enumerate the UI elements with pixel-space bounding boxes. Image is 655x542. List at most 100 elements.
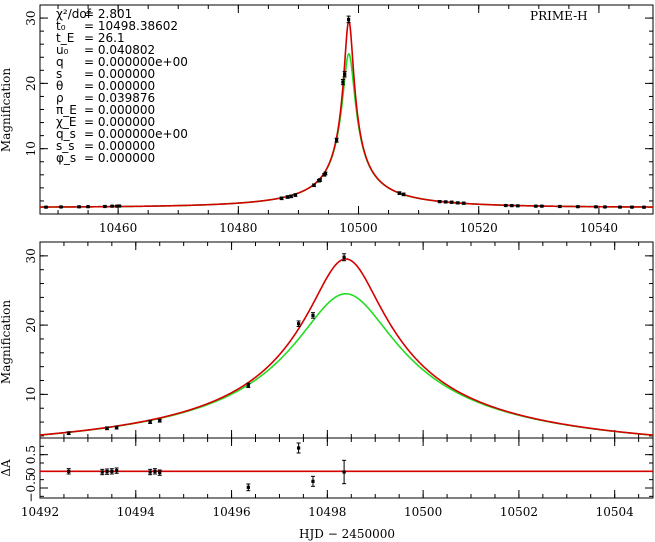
param-name: t₀: [56, 19, 66, 33]
y-tick-label: 10: [24, 387, 38, 402]
data-point: [534, 204, 538, 208]
data-point: [343, 72, 347, 76]
param-value: = 26.1: [84, 31, 125, 45]
finite-source-curve: [40, 19, 654, 208]
y-tick-label: 20: [24, 76, 38, 91]
y-tick-label: 0.5: [24, 445, 38, 464]
data-point: [323, 171, 328, 176]
data-point: [397, 191, 401, 195]
data-point: [67, 469, 71, 473]
param-value: = 0.000000: [84, 103, 155, 117]
y-tick-label: 20: [24, 317, 38, 332]
data-point: [311, 479, 315, 483]
param-value: = 0.000000e+00: [84, 127, 188, 141]
residual-ylabel: ΔA: [0, 459, 13, 477]
telescope-label: PRIME-H: [530, 9, 588, 23]
residual-panel-ticks: 10492 10494 10496 10498 10500 10502 10504−0.50…: [21, 437, 653, 519]
data-point: [158, 419, 162, 423]
param-name: s: [56, 67, 62, 81]
top-panel-curves: [40, 19, 654, 208]
data-point: [318, 178, 322, 182]
y-tick-label: 0: [24, 468, 38, 476]
data-point: [510, 204, 514, 208]
residual-panel: 10492 10494 10496 10498 10500 10502 10504−0.50…: [0, 437, 654, 541]
data-point: [77, 205, 81, 209]
x-tick-label: 10500: [404, 505, 442, 519]
x-tick-label: 10498: [308, 505, 346, 519]
data-point: [286, 195, 290, 199]
data-point: [401, 192, 406, 197]
data-point: [110, 469, 114, 473]
data-point: [603, 205, 607, 209]
data-point: [618, 205, 622, 209]
data-point: [158, 471, 162, 475]
param-name: π_E: [56, 103, 77, 117]
data-point: [342, 470, 346, 474]
residual-panel-points: [66, 442, 347, 492]
data-point: [444, 200, 448, 204]
point-source-curve: [39, 292, 654, 436]
data-point: [110, 204, 114, 208]
data-point: [86, 205, 90, 209]
data-point: [516, 204, 520, 208]
data-point: [246, 383, 250, 387]
data-point: [576, 205, 580, 209]
top-panel: 10460 10480 10500 10520 10540 10 20 30 Magnific…: [0, 4, 654, 235]
param-value: = 2.801: [84, 7, 132, 21]
param-name: φ_s: [56, 151, 76, 165]
data-point: [293, 193, 298, 197]
param-name: q_s: [56, 127, 76, 141]
data-point: [558, 204, 562, 209]
data-point: [103, 204, 107, 209]
data-point: [450, 200, 454, 204]
x-tick-label: 10496: [212, 505, 250, 519]
param-name: s_s: [56, 139, 75, 153]
x-tick-label: 10502: [500, 505, 538, 519]
data-point: [311, 313, 315, 318]
x-tick-label: 10492: [21, 505, 59, 519]
zoom-ylabel: Magnification: [0, 300, 13, 384]
param-name: q: [56, 55, 64, 69]
data-point: [44, 205, 48, 209]
param-name: θ: [56, 79, 63, 93]
zoom-panel-curves: [39, 258, 654, 436]
data-point: [462, 201, 466, 205]
data-point: [289, 194, 293, 198]
zoom-panel-ticks: 10 20 30: [24, 241, 653, 438]
param-value: = 0.040802: [84, 43, 155, 57]
data-point: [297, 322, 301, 326]
top-panel-ticks: 10460 10480 10500 10520 10540 10 20 30: [24, 4, 653, 235]
data-point: [347, 17, 351, 21]
data-point: [456, 201, 460, 205]
data-point: [115, 204, 119, 208]
x-tick-label: 10504: [596, 505, 635, 519]
param-name: ρ: [56, 91, 64, 105]
data-point: [115, 426, 119, 430]
param-value: = 0.000000: [84, 79, 155, 93]
fit-parameters: χ²/dof= 2.801 t₀ = 10498.38602 t_E = 26.1 u₀ =…: [56, 7, 188, 165]
data-point: [341, 80, 345, 84]
data-point: [334, 138, 339, 142]
zoom-panel: 10 20 30 Magnification: [0, 241, 654, 439]
x-tick-label: 10480: [219, 221, 257, 235]
zoom-panel-points: [66, 253, 347, 436]
data-point: [297, 446, 301, 450]
x-tick-label: 10500: [339, 221, 377, 235]
data-point: [153, 469, 157, 473]
data-point: [642, 205, 646, 209]
top-ylabel: Magnification: [0, 68, 13, 152]
top-panel-points: [44, 15, 646, 209]
data-point: [342, 255, 346, 259]
param-value: = 0.039876: [84, 91, 155, 105]
param-value: = 0.000000: [84, 139, 155, 153]
y-tick-label: 30: [24, 10, 38, 25]
x-axis-label: HJD − 2450000: [299, 527, 395, 541]
param-name: u₀: [56, 43, 69, 57]
x-tick-label: 10494: [117, 505, 156, 519]
data-point: [100, 470, 104, 474]
data-point: [115, 469, 119, 473]
x-tick-label: 10520: [460, 221, 498, 235]
finite-source-curve: [39, 258, 654, 436]
param-name: χ²/dof: [56, 7, 92, 21]
param-name: t_E: [56, 31, 74, 45]
